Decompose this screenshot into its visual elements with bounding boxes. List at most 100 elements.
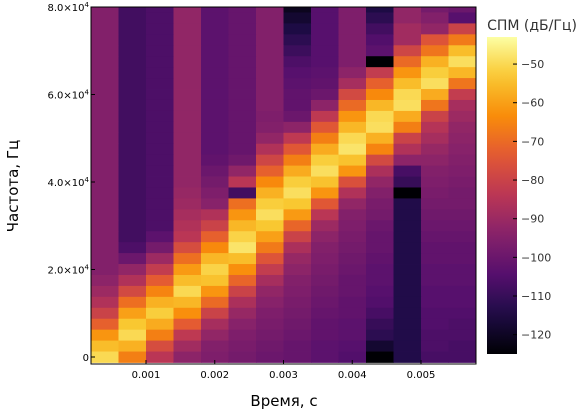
- heatmap-cell: [118, 7, 147, 13]
- heatmap-cell: [448, 209, 477, 221]
- heatmap-cell: [393, 340, 422, 352]
- heatmap-cell: [283, 89, 312, 101]
- heatmap-cell: [311, 154, 339, 166]
- heatmap-cell: [228, 7, 257, 13]
- heatmap-cell: [283, 176, 312, 188]
- heatmap-cell: [311, 132, 339, 145]
- heatmap-cell: [228, 220, 257, 232]
- heatmap-cell: [228, 253, 257, 265]
- heatmap-cell: [311, 165, 339, 177]
- heatmap-cell: [173, 340, 202, 352]
- heatmap-cell: [91, 329, 119, 341]
- heatmap-cell: [338, 34, 367, 46]
- heatmap-cell: [256, 220, 284, 232]
- heatmap-cell: [91, 121, 119, 134]
- heatmap-cell: [91, 99, 119, 112]
- heatmap-cell: [118, 154, 147, 166]
- heatmap-cell: [201, 45, 229, 57]
- heatmap-cell: [421, 34, 449, 46]
- heatmap-cell: [283, 12, 312, 24]
- heatmap-cell: [338, 78, 367, 90]
- heatmap-cell: [421, 143, 449, 156]
- heatmap-cell: [311, 264, 339, 276]
- heatmap-cell: [311, 187, 339, 199]
- heatmap-cell: [338, 165, 367, 177]
- y-tick-label: 6.0×104: [48, 89, 90, 102]
- heatmap-cell: [201, 296, 229, 309]
- heatmap-cell: [311, 110, 339, 123]
- heatmap-cells: [91, 7, 477, 363]
- heatmap-cell: [173, 45, 202, 57]
- heatmap-cell: [338, 12, 367, 24]
- heatmap-cell: [338, 351, 367, 363]
- heatmap-cell: [256, 318, 284, 331]
- heatmap-cell: [91, 231, 119, 243]
- heatmap-cell: [311, 34, 339, 46]
- colorbar-tick-label: −80: [521, 174, 544, 187]
- heatmap-cell: [448, 110, 477, 123]
- heatmap-cell: [448, 165, 477, 177]
- heatmap-cell: [311, 99, 339, 112]
- colorbar-tick-label: −60: [521, 97, 544, 110]
- heatmap-cell: [146, 110, 174, 123]
- heatmap-cell: [393, 78, 422, 90]
- heatmap-cell: [228, 121, 257, 134]
- heatmap-cell: [256, 296, 284, 309]
- heatmap-cell: [91, 296, 119, 309]
- heatmap-cell: [338, 176, 367, 188]
- heatmap-cell: [118, 231, 147, 243]
- heatmap-cell: [338, 89, 367, 101]
- heatmap-cell: [256, 12, 284, 24]
- heatmap-cell: [366, 67, 394, 79]
- heatmap-cell: [91, 242, 119, 254]
- heatmap-cell: [228, 23, 257, 35]
- heatmap-cell: [91, 351, 119, 363]
- heatmap-cell: [366, 351, 394, 363]
- heatmap-cell: [393, 209, 422, 221]
- heatmap-cell: [201, 253, 229, 265]
- heatmap-cell: [201, 56, 229, 68]
- heatmap-cell: [448, 231, 477, 243]
- heatmap-cell: [366, 78, 394, 90]
- heatmap-cell: [201, 143, 229, 156]
- heatmap-cell: [283, 121, 312, 134]
- heatmap-cell: [173, 99, 202, 112]
- heatmap-cell: [393, 110, 422, 123]
- heatmap-cell: [311, 209, 339, 221]
- heatmap-cell: [338, 143, 367, 156]
- heatmap-cell: [283, 296, 312, 309]
- heatmap-cell: [311, 351, 339, 363]
- heatmap-cell: [421, 165, 449, 177]
- heatmap-cell: [311, 143, 339, 156]
- heatmap-cell: [118, 89, 147, 101]
- heatmap-cell: [393, 231, 422, 243]
- heatmap-cell: [338, 264, 367, 276]
- heatmap-cell: [421, 220, 449, 232]
- heatmap-cell: [421, 242, 449, 254]
- heatmap-cell: [421, 307, 449, 320]
- heatmap-cell: [256, 209, 284, 221]
- heatmap-cell: [311, 56, 339, 68]
- heatmap-cell: [91, 34, 119, 46]
- heatmap-cell: [146, 274, 174, 287]
- heatmap-cell: [393, 89, 422, 101]
- heatmap-cell: [366, 89, 394, 101]
- heatmap-cell: [393, 253, 422, 265]
- heatmap-cell: [338, 7, 367, 13]
- heatmap-cell: [283, 198, 312, 210]
- heatmap-cell: [146, 132, 174, 145]
- heatmap-cell: [201, 89, 229, 101]
- heatmap-cell: [311, 89, 339, 101]
- heatmap-cell: [366, 23, 394, 35]
- heatmap-cell: [256, 242, 284, 254]
- heatmap-cell: [91, 45, 119, 57]
- heatmap-cell: [91, 12, 119, 24]
- heatmap-cell: [91, 220, 119, 232]
- heatmap-cell: [228, 12, 257, 24]
- heatmap-cell: [283, 143, 312, 156]
- heatmap-cell: [256, 78, 284, 90]
- y-tick-label: 4.0×104: [48, 176, 90, 189]
- heatmap-cell: [118, 220, 147, 232]
- heatmap-cell: [421, 12, 449, 24]
- heatmap-cell: [228, 351, 257, 363]
